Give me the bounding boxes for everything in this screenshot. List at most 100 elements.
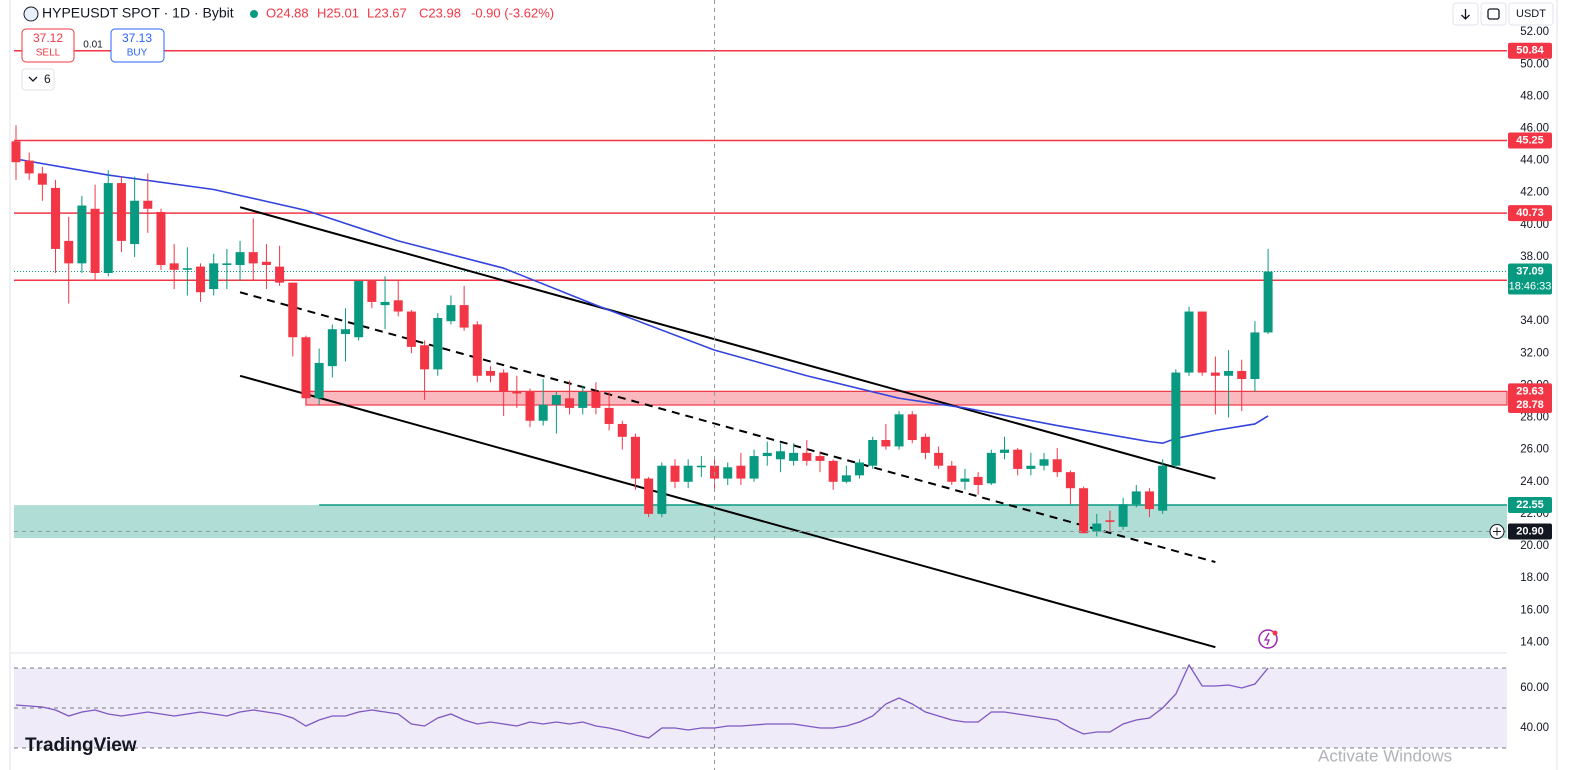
- trendline: [239, 291, 1216, 564]
- watermark: Activate Windows: [1318, 746, 1452, 765]
- candle-body: [103, 183, 113, 274]
- y-tick-label: 16.00: [1520, 604, 1549, 616]
- candle-body: [288, 282, 298, 338]
- candle-body: [828, 460, 838, 482]
- candle-body: [1013, 449, 1023, 469]
- indicators-toggle[interactable]: [21, 68, 55, 91]
- candle-body: [894, 414, 904, 447]
- candle-body: [670, 465, 680, 482]
- candle-body: [512, 391, 522, 394]
- candle-body: [169, 263, 179, 270]
- symbol-icon[interactable]: [23, 6, 39, 22]
- candle-body: [235, 252, 245, 265]
- plus-icon: [1493, 527, 1501, 536]
- candle-body: [617, 423, 627, 437]
- candle-body: [591, 391, 601, 408]
- alert-dot: [1272, 630, 1278, 636]
- candle-body: [77, 205, 87, 264]
- y-tick-label: 48.00: [1520, 90, 1549, 102]
- level-label-box: [1508, 42, 1552, 59]
- zone-label: 28.78: [1516, 399, 1544, 411]
- candle-body: [1052, 459, 1062, 473]
- candle-body: [130, 200, 140, 245]
- candle-body: [248, 252, 258, 264]
- candle-body: [446, 305, 456, 322]
- candle-body: [1224, 370, 1234, 376]
- level-label-box: [1508, 205, 1552, 222]
- y-tick-label: 32.00: [1520, 347, 1549, 359]
- high: H25.01: [317, 5, 359, 20]
- candle-body: [525, 391, 535, 421]
- candle-body: [1065, 472, 1075, 489]
- reset-button[interactable]: [1480, 2, 1507, 26]
- candle-body: [261, 261, 271, 265]
- candle-body: [775, 451, 785, 460]
- candle-body: [499, 372, 509, 392]
- candle-body: [1210, 372, 1220, 376]
- candle-body: [156, 211, 166, 265]
- candle-body: [815, 456, 825, 461]
- candle-body: [222, 263, 232, 265]
- candle-body: [868, 440, 878, 466]
- zone-label-box: [1508, 397, 1552, 414]
- down-arrow-icon: [1461, 9, 1470, 20]
- candle-body: [789, 452, 799, 461]
- close: C23.98: [419, 5, 461, 20]
- y-tick-label: 18.00: [1520, 572, 1549, 584]
- candle-body: [762, 452, 772, 457]
- branding: TradingView: [25, 735, 137, 756]
- candle-body: [367, 281, 377, 302]
- candle-body: [24, 160, 34, 174]
- candle-body: [947, 465, 957, 482]
- zone-label: 22.55: [1516, 499, 1544, 511]
- candle-body: [538, 404, 548, 421]
- lightning: [1263, 632, 1270, 646]
- trendline: [239, 374, 1216, 649]
- level-label-box: [1508, 132, 1552, 149]
- zone-label-box: [1508, 497, 1552, 514]
- candle-body: [314, 362, 324, 399]
- crosshair-label: 20.90: [1516, 525, 1544, 537]
- candle-body: [1144, 491, 1154, 510]
- sell-button[interactable]: [21, 28, 75, 63]
- candle-body: [472, 324, 482, 376]
- last-price-box: [1508, 263, 1552, 295]
- buy-label: BUY: [127, 48, 148, 59]
- candle-body: [37, 173, 47, 185]
- candle-body: [116, 183, 126, 241]
- candle-body: [380, 301, 390, 306]
- level-label: 45.25: [1516, 134, 1544, 146]
- y-tick-label: 52.00: [1520, 26, 1549, 38]
- y-tick-label: 14.00: [1520, 636, 1549, 648]
- candle-body: [1197, 311, 1207, 373]
- candle-body: [604, 407, 614, 424]
- buy-button[interactable]: [110, 28, 165, 63]
- y-tick-label: 24.00: [1520, 476, 1549, 488]
- candle-body: [1263, 271, 1273, 333]
- candle-body: [1184, 311, 1194, 373]
- candle-body: [683, 465, 693, 482]
- symbol[interactable]: HYPEUSDT SPOT · 1D · Bybit: [42, 5, 234, 21]
- rsi-tick-label: 60.00: [1520, 682, 1549, 694]
- y-tick-label: 38.00: [1520, 251, 1549, 263]
- indicators-count: 6: [44, 72, 51, 86]
- y-tick-label: 42.00: [1520, 187, 1549, 199]
- candle-body: [485, 370, 495, 376]
- candle-body: [459, 305, 469, 328]
- candle-body: [723, 467, 733, 479]
- alert-icon[interactable]: [1258, 629, 1278, 649]
- level-label: 40.73: [1516, 207, 1544, 219]
- candle-body: [301, 337, 311, 399]
- candle-body: [907, 414, 917, 441]
- countdown: 18:46:33: [1509, 280, 1552, 292]
- candle-body: [696, 465, 706, 468]
- crosshair-label-box: [1508, 523, 1552, 540]
- candle-body: [182, 268, 192, 270]
- currency-button[interactable]: [1508, 2, 1554, 26]
- candle-body: [1118, 504, 1128, 527]
- candle-body: [1105, 520, 1115, 522]
- candle-body: [406, 311, 416, 347]
- candle-body: [749, 456, 759, 479]
- zone-label-box: [1508, 383, 1552, 400]
